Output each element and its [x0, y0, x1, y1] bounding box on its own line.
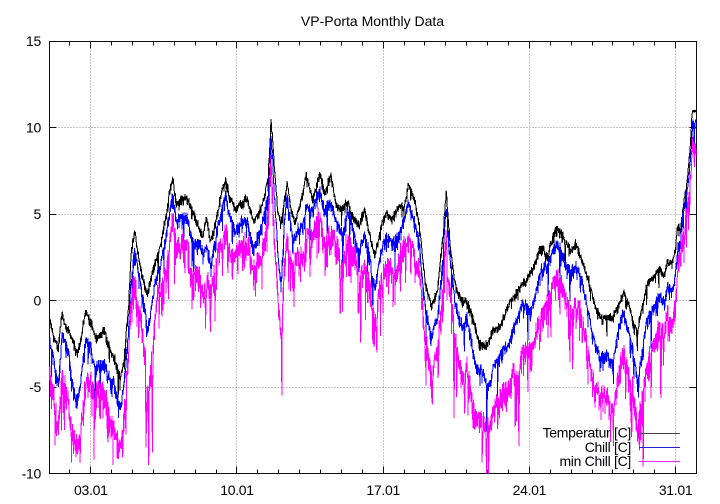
- svg-text:0: 0: [34, 293, 42, 309]
- svg-text:VP-Porta Monthly Data: VP-Porta Monthly Data: [301, 13, 444, 29]
- svg-text:-5: -5: [29, 379, 41, 395]
- svg-text:31.01: 31.01: [659, 482, 693, 498]
- svg-text:min Chill [C]: min Chill [C]: [559, 453, 631, 469]
- svg-text:15: 15: [26, 33, 41, 49]
- svg-text:17.01: 17.01: [366, 482, 400, 498]
- svg-text:5: 5: [34, 206, 42, 222]
- svg-text:Chill [C]: Chill [C]: [585, 439, 631, 455]
- svg-text:24.01: 24.01: [513, 482, 547, 498]
- svg-text:10: 10: [26, 120, 41, 136]
- svg-text:Temperatur [C]: Temperatur [C]: [543, 425, 631, 441]
- svg-text:-10: -10: [22, 466, 42, 482]
- svg-text:03.01: 03.01: [74, 482, 108, 498]
- svg-text:10.01: 10.01: [220, 482, 254, 498]
